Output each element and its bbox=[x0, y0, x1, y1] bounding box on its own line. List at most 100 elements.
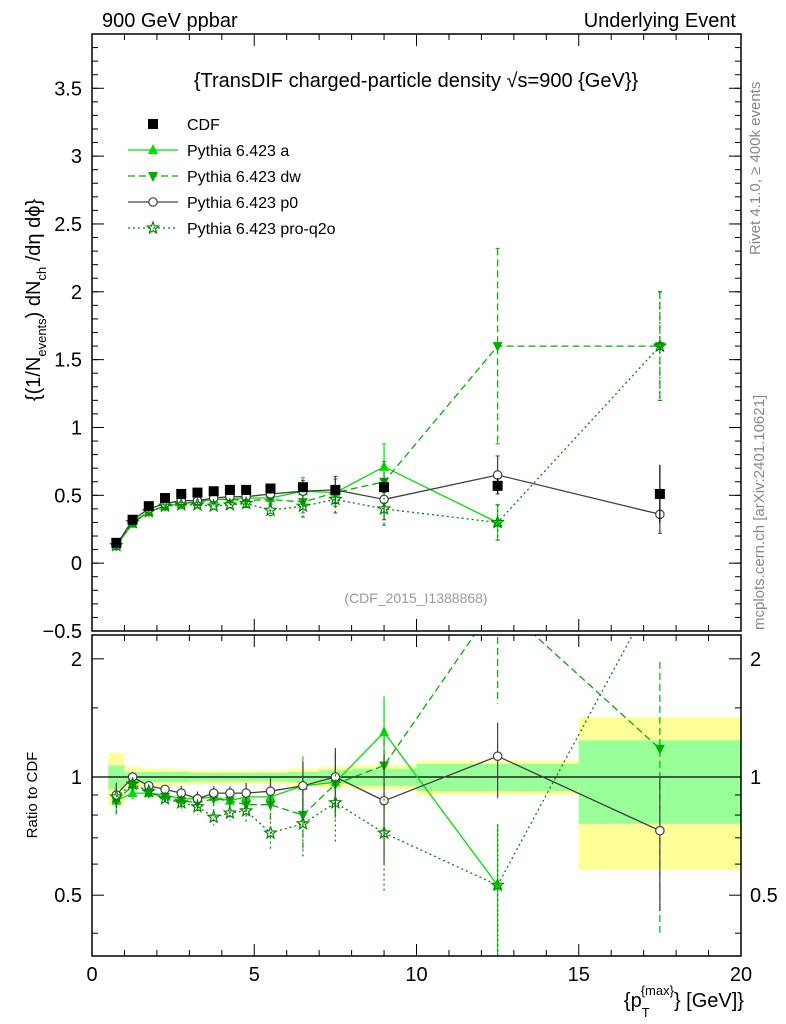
series-4-point bbox=[328, 491, 343, 506]
y-tick-label: 2.5 bbox=[54, 214, 82, 236]
series-2-point bbox=[297, 498, 308, 509]
x-label-sup: {max} bbox=[641, 983, 675, 998]
cdf-point bbox=[127, 514, 138, 525]
series-4-point bbox=[652, 338, 668, 353]
series-4-ratio-point bbox=[376, 825, 392, 840]
cdf-point bbox=[241, 484, 252, 495]
cdf-point bbox=[330, 484, 341, 495]
cdf-point bbox=[297, 482, 308, 493]
cdf-point bbox=[654, 488, 665, 499]
ratio-tick-label: 2 bbox=[71, 649, 82, 671]
series-4-ratio-point bbox=[190, 799, 205, 813]
series-1-ratio-point bbox=[127, 787, 138, 798]
main-data-points bbox=[111, 464, 665, 548]
series-4-ratio-line bbox=[115, 635, 634, 887]
axes: 0 5 10 15 20 −0.5 0 0.5 1 1.5 2 2.5 3 3.5 0.5 0.5 1 1 2 2 bbox=[43, 34, 778, 986]
y-tick-label: 1.5 bbox=[54, 350, 82, 372]
series-3-ratio-point bbox=[192, 794, 203, 804]
x-label-base: {p bbox=[624, 990, 642, 1012]
legend-marker bbox=[148, 144, 158, 154]
legend-label: Pythia 6.423 dw bbox=[187, 169, 301, 186]
series-4-point bbox=[263, 502, 278, 517]
series-4-ratio-point bbox=[328, 795, 343, 809]
legend-marker bbox=[148, 197, 158, 207]
y-tick-label: 1 bbox=[71, 417, 82, 439]
cdf-point bbox=[111, 537, 122, 548]
series-4-ratio-point bbox=[125, 776, 140, 791]
series-2-point bbox=[492, 342, 503, 353]
series-4-point bbox=[376, 501, 392, 516]
x-label-sub: T bbox=[642, 1005, 650, 1020]
cdf-point bbox=[160, 493, 171, 504]
series-3-ratio-point bbox=[655, 825, 665, 836]
y-label-sub1: events bbox=[34, 318, 49, 357]
ratio-tick-label-right: 2 bbox=[750, 649, 761, 671]
series-4-ratio-point bbox=[654, 578, 665, 589]
series-2-ratio-point bbox=[493, 597, 503, 607]
series-2-ratio-point bbox=[224, 796, 235, 807]
series-4-point bbox=[490, 514, 505, 529]
cdf-point bbox=[208, 486, 219, 497]
legend-marker bbox=[145, 220, 161, 235]
ratio-tick-label-right: 1 bbox=[750, 767, 761, 789]
cdf-point bbox=[379, 482, 390, 493]
legend-marker bbox=[148, 172, 158, 182]
cdf-point bbox=[192, 487, 203, 498]
y-tick-label: 3 bbox=[71, 146, 82, 168]
legend-marker bbox=[148, 119, 158, 129]
series-4-ratio-point bbox=[295, 816, 311, 831]
series-3-ratio-point bbox=[225, 788, 235, 798]
side-label-mcplots: mcplots.cern.ch [arXiv:2401.10621] bbox=[751, 395, 768, 630]
series-4-ratio-point bbox=[490, 877, 505, 892]
x-tick-label: 15 bbox=[568, 964, 590, 986]
legend-label: Pythia 6.423 p0 bbox=[187, 195, 298, 212]
plot-title: {TransDIF charged-particle density √s=90… bbox=[194, 70, 639, 92]
y-tick-label: −0.5 bbox=[43, 621, 82, 643]
main-series-group bbox=[109, 247, 668, 552]
y-tick-label: 2 bbox=[71, 282, 82, 304]
cdf-point bbox=[492, 480, 503, 491]
series-4-ratio-point bbox=[109, 789, 124, 804]
legend-label: Pythia 6.423 pro-q2o bbox=[187, 221, 336, 238]
series-2-ratio-point bbox=[265, 800, 276, 811]
series-4-ratio-point bbox=[141, 783, 157, 798]
series-4-point bbox=[157, 498, 173, 513]
x-tick-label: 10 bbox=[405, 964, 427, 986]
series-3-ratio-point bbox=[298, 780, 308, 791]
series-3-ratio-point bbox=[241, 788, 251, 798]
series-4-line bbox=[115, 345, 661, 546]
ratio-bands bbox=[92, 717, 741, 870]
series-2-ratio-point bbox=[160, 792, 171, 803]
header-left: 900 GeV ppbar bbox=[102, 10, 238, 32]
y-tick-label: 3.5 bbox=[54, 78, 82, 100]
series-4-ratio-point bbox=[263, 825, 278, 840]
series-4-point bbox=[238, 495, 254, 510]
series-4-ratio-point bbox=[222, 805, 238, 820]
series-4-ratio-point bbox=[238, 803, 254, 818]
series-3-point bbox=[492, 470, 503, 480]
y-label-part2: ) dN bbox=[23, 281, 45, 319]
series-4-point bbox=[173, 497, 189, 512]
series-4-ratio-point bbox=[173, 795, 189, 809]
x-tick-label: 0 bbox=[86, 964, 97, 986]
x-tick-label: 20 bbox=[730, 964, 752, 986]
series-2-ratio-point bbox=[654, 744, 665, 755]
y-label-part1: {(1/N bbox=[23, 357, 45, 401]
series-4-point bbox=[190, 497, 205, 512]
ratio-tick-label: 1 bbox=[71, 767, 82, 789]
series-4-point bbox=[295, 498, 311, 513]
series-4-ratio-point bbox=[206, 809, 221, 824]
legend-label: CDF bbox=[187, 117, 220, 134]
series-4-ratio-point bbox=[157, 791, 173, 806]
side-label-rivet: Rivet 4.1.0, ≥ 400k events bbox=[747, 82, 764, 255]
cdf-point bbox=[176, 488, 187, 499]
ratio-tick-label: 0.5 bbox=[54, 885, 82, 907]
y-label-part3: /dη dϕ} bbox=[23, 199, 45, 267]
series-3-ratio-point bbox=[492, 751, 503, 761]
y-axis-label: {(1/Nevents) dNch /dη dϕ} bbox=[23, 199, 49, 402]
series-3-ratio-point bbox=[265, 786, 276, 797]
analysis-label: (CDF_2015_I1388868) bbox=[344, 590, 487, 606]
series-4-point bbox=[222, 497, 238, 512]
header-right: Underlying Event bbox=[584, 10, 737, 32]
